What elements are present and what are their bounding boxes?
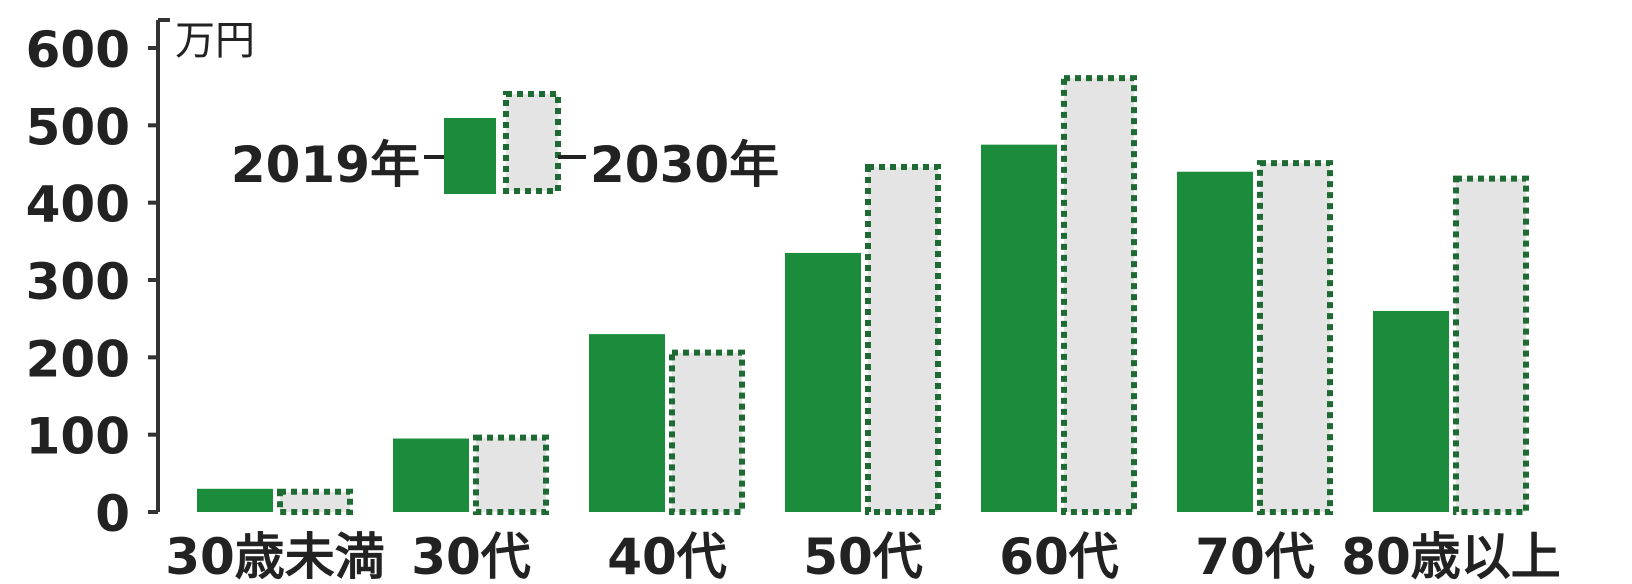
bars [197,75,1529,515]
bar-2030 [1257,160,1333,515]
legend-label-2030: 2030年 [590,136,779,194]
bar-2019 [981,144,1057,512]
bar-2030 [277,488,353,515]
legend-swatch-2019 [444,118,496,194]
bar-2019 [1177,171,1253,512]
bar-2030 [669,349,745,515]
y-tick-label: 300 [26,253,130,311]
bar-2019 [1373,310,1449,512]
y-tick-label: 0 [95,485,130,543]
category-label: 30歳未満 [165,528,385,584]
y-tick-label: 200 [26,330,130,388]
y-axis: 0 100 200 300 400 500 600 [26,18,170,543]
y-tick-label: 600 [26,21,130,79]
bar-2030 [1453,175,1529,515]
legend-swatch-2030 [503,91,561,194]
bar-2019 [785,252,861,512]
bar-2019 [589,334,665,512]
category-label: 30代 [411,528,531,584]
bar-2019 [393,438,469,512]
y-ticks: 0 100 200 300 400 500 600 [26,21,158,543]
legend: 2019年 2030年 [231,91,779,194]
category-label: 80歳以上 [1341,528,1561,584]
category-labels: 30歳未満 30代 40代 50代 60代 70代 80歳以上 [165,528,1561,584]
bar-2030 [473,434,549,515]
category-label: 70代 [1195,528,1315,584]
y-tick-label: 400 [26,176,130,234]
category-label: 40代 [607,528,727,584]
legend-label-2019: 2019年 [231,136,420,194]
category-label: 50代 [803,528,923,584]
bar-2019 [197,488,273,512]
bar-2030 [1061,75,1137,515]
y-tick-label: 100 [26,408,130,466]
category-label: 60代 [999,528,1119,584]
y-tick-label: 500 [26,98,130,156]
bar-2030 [865,164,941,515]
y-unit-label: 万円 [175,18,255,64]
